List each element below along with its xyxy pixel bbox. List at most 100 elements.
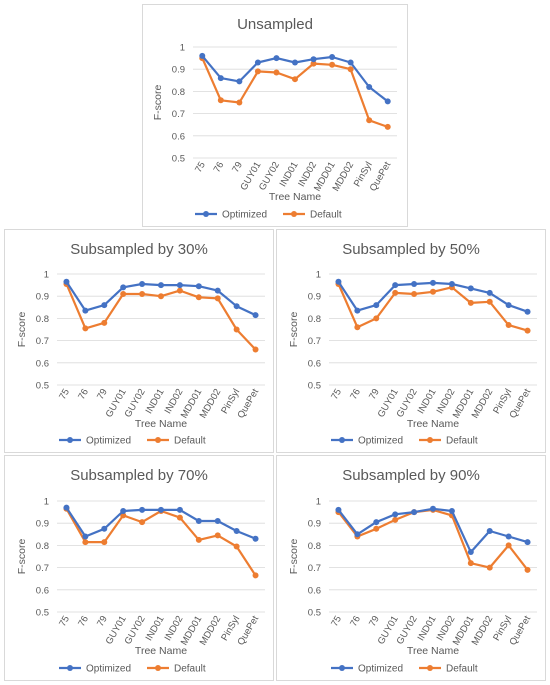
y-axis-label: F-score <box>288 312 300 348</box>
y-tick-label: 0.5 <box>308 608 321 619</box>
data-point-default <box>139 290 146 297</box>
data-point-default <box>101 539 108 546</box>
x-axis-label: Tree Name <box>407 645 459 657</box>
chart-title: Subsampled by 50% <box>342 241 480 258</box>
data-point-optimized <box>199 52 206 59</box>
x-tick-label: 79 <box>367 614 382 629</box>
data-point-optimized <box>233 527 240 534</box>
data-point-optimized <box>347 59 354 66</box>
chart-title: Unsampled <box>237 16 313 33</box>
data-point-optimized <box>354 307 361 314</box>
x-axis-label: Tree Name <box>407 418 459 430</box>
legend-label-default: Default <box>174 664 206 675</box>
y-tick-label: 0.6 <box>308 585 321 596</box>
data-point-optimized <box>486 527 493 534</box>
y-tick-label: 0.7 <box>172 109 185 120</box>
data-point-default <box>411 290 418 297</box>
y-tick-label: 0.9 <box>308 292 321 303</box>
y-tick-label: 0.9 <box>308 519 321 530</box>
chart-panel-subsampled-70: Subsampled by 70% 0.5 0.6 0.7 0.8 0.9 1 F-score… <box>4 455 274 681</box>
data-point-optimized <box>411 509 418 516</box>
legend-marker-default <box>427 665 433 671</box>
legend-label-optimized: Optimized <box>358 436 403 447</box>
data-point-optimized <box>373 519 380 526</box>
y-tick-label: 0.5 <box>36 608 49 619</box>
chart-title: Subsampled by 70% <box>70 467 208 484</box>
data-point-default <box>524 327 531 334</box>
data-point-optimized <box>524 539 531 546</box>
data-point-optimized <box>214 287 221 294</box>
data-point-optimized <box>273 55 280 62</box>
data-point-default <box>373 315 380 322</box>
data-point-default <box>176 287 183 294</box>
data-point-optimized <box>366 83 373 90</box>
data-point-optimized <box>335 506 342 513</box>
data-point-optimized <box>392 511 399 518</box>
data-point-default <box>82 325 89 332</box>
legend-label-default: Default <box>446 664 478 675</box>
y-tick-label: 0.7 <box>36 336 49 347</box>
data-point-optimized <box>139 506 146 513</box>
y-tick-label: 0.8 <box>308 541 321 552</box>
data-point-optimized <box>236 78 243 85</box>
x-tick-label: 79 <box>95 614 110 629</box>
data-point-default <box>373 525 380 532</box>
legend-marker-optimized <box>203 211 209 217</box>
data-point-default <box>139 519 146 526</box>
data-point-default <box>430 288 436 295</box>
data-point-default <box>366 117 373 124</box>
y-tick-label: 1 <box>180 43 185 54</box>
data-point-default <box>214 532 221 539</box>
data-point-optimized <box>82 533 89 540</box>
x-tick-label: 75 <box>57 387 72 402</box>
x-tick-label: 79 <box>230 160 245 175</box>
chart-panel-subsampled-50: Subsampled by 50% 0.5 0.6 0.7 0.8 0.9 1 F-score… <box>276 229 546 453</box>
data-point-default <box>120 290 127 297</box>
data-point-default <box>214 295 221 302</box>
x-axis-label: Tree Name <box>135 645 187 657</box>
data-point-default <box>467 299 474 306</box>
legend-label-optimized: Optimized <box>222 210 267 221</box>
data-point-default <box>233 543 240 550</box>
data-point-optimized <box>335 278 342 285</box>
y-tick-label: 0.9 <box>36 519 49 530</box>
legend-marker-optimized <box>67 665 73 671</box>
series-line-optimized <box>337 281 528 313</box>
x-axis-label: Tree Name <box>135 418 187 430</box>
data-point-default <box>195 294 202 301</box>
y-tick-label: 0.9 <box>172 65 185 76</box>
y-tick-label: 0.6 <box>308 358 321 369</box>
data-point-optimized <box>524 308 531 315</box>
legend-label-optimized: Optimized <box>86 664 131 675</box>
legend-label-optimized: Optimized <box>358 664 403 675</box>
data-point-default <box>392 289 399 296</box>
y-tick-label: 0.7 <box>36 563 49 574</box>
chart-panel-unsampled: Unsampled 0.5 0.6 0.7 0.8 0.9 1 F-score 75 76 79 GU… <box>142 4 408 227</box>
data-point-optimized <box>467 549 474 556</box>
x-tick-label: 79 <box>367 387 382 402</box>
data-point-optimized <box>120 507 127 514</box>
chart-panel-subsampled-90: Subsampled by 90% 0.5 0.6 0.7 0.8 0.9 1 F-score… <box>276 455 546 681</box>
y-tick-label: 0.7 <box>308 336 321 347</box>
x-axis-label: Tree Name <box>269 191 321 203</box>
data-point-default <box>467 560 474 567</box>
chart-title: Subsampled by 90% <box>342 467 480 484</box>
y-tick-label: 0.6 <box>36 585 49 596</box>
data-point-default <box>392 516 399 523</box>
y-tick-label: 0.8 <box>36 314 49 325</box>
data-point-optimized <box>505 302 512 309</box>
legend-label-default: Default <box>446 436 478 447</box>
data-point-optimized <box>176 282 183 289</box>
data-point-default <box>252 346 259 353</box>
data-point-optimized <box>176 506 183 513</box>
data-point-default <box>254 68 261 75</box>
y-tick-label: 0.5 <box>172 154 185 165</box>
data-point-optimized <box>467 285 474 292</box>
y-tick-label: 0.8 <box>36 541 49 552</box>
data-point-optimized <box>486 289 493 296</box>
x-tick-label: 75 <box>193 160 208 175</box>
y-axis-label: F-score <box>288 539 300 575</box>
data-point-default <box>158 293 164 300</box>
legend-marker-optimized <box>339 665 345 671</box>
